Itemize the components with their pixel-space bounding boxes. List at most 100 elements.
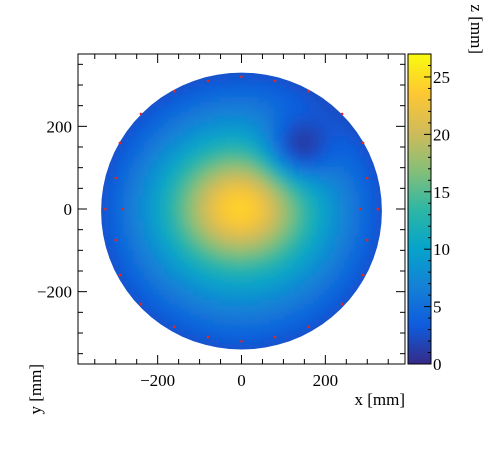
measurement-point [361,273,365,277]
heatmap-cell [244,106,250,112]
heatmap-cell [329,299,336,306]
heatmap-cell [354,165,361,172]
heatmap-cell [269,111,275,117]
heatmap-cell [123,145,129,152]
heatmap-cell [314,284,321,291]
heatmap-cell [203,195,210,201]
heatmap-cell [133,294,139,301]
heatmap-cell [359,205,366,211]
heatmap-cell [314,309,321,315]
heatmap-cell [158,254,165,261]
heatmap-cell [223,284,230,291]
heatmap-cell [299,155,305,162]
heatmap-cell [354,200,361,206]
heatmap-cell [198,91,205,97]
heatmap-cell [193,254,200,261]
heatmap-cell [163,170,170,177]
heatmap-cell [254,244,260,251]
heatmap-cell [324,190,331,196]
heatmap-cell [289,175,295,182]
heatmap-cell [153,190,160,196]
heatmap-cell [133,244,139,251]
heatmap-cell [324,289,331,296]
heatmap-cell [299,175,305,182]
heatmap-cell [319,254,326,261]
heatmap-cell [218,225,225,231]
heatmap-cell [233,130,240,137]
heatmap-cell [198,334,205,340]
heatmap-cell [264,106,270,112]
heatmap-cell [188,289,195,296]
heatmap-cell [238,120,245,127]
heatmap-cell [198,254,205,261]
heatmap-cell [254,140,260,147]
heatmap-cell [334,289,341,296]
heatmap-cell [354,230,361,236]
heatmap-cell [359,215,366,221]
heatmap-cell [254,160,260,167]
heatmap-cell [133,299,139,306]
measurement-point [376,207,380,211]
heatmap-cell [319,116,326,122]
heatmap-cell [143,235,150,241]
heatmap-cell [228,200,235,206]
heatmap-cell [113,249,119,256]
heatmap-cell [314,274,321,281]
y-tick-label: 0 [64,200,73,219]
heatmap-cell [158,279,165,286]
heatmap-cell [339,150,346,157]
heatmap-cell [203,299,210,306]
heatmap-cell [153,140,160,147]
heatmap-cell [314,294,321,301]
heatmap-cell [269,324,275,330]
heatmap-cell [364,210,371,216]
heatmap-cell [359,235,366,241]
heatmap-cell [369,235,376,241]
heatmap-cell [304,279,311,286]
heatmap-cell [344,254,351,261]
heatmap-cell [304,304,311,311]
heatmap-cell [349,240,356,246]
heatmap-cell [249,210,255,216]
heatmap-cell [198,111,205,117]
heatmap-cell [228,294,235,301]
heatmap-cell [228,86,235,92]
heatmap-cell [284,274,290,281]
heatmap-cell [198,264,205,271]
heatmap-cell [299,304,305,311]
heatmap-cell [163,130,170,137]
heatmap-cell [244,220,250,226]
heatmap-cell [324,195,331,201]
heatmap-cell [254,299,260,306]
heatmap-cell [264,180,270,187]
heatmap-cell [354,135,361,142]
heatmap-cell [123,215,129,221]
heatmap-cell [274,215,280,221]
heatmap-cell [143,210,150,216]
heatmap-cell [138,140,144,147]
heatmap-cell [314,225,321,231]
heatmap-cell [163,210,170,216]
heatmap-cell [244,210,250,216]
heatmap-cell [344,220,351,226]
heatmap-cell [101,220,104,226]
heatmap-cell [269,264,275,271]
heatmap-cell [213,86,220,92]
heatmap-cell [218,190,225,196]
heatmap-cell [143,259,150,266]
heatmap-cell [259,299,265,306]
heatmap-cell [133,155,139,162]
heatmap-cell [223,180,230,187]
heatmap-cell [344,210,351,216]
heatmap-cell [133,130,139,137]
heatmap-cell [279,195,285,201]
heatmap-cell [168,220,175,226]
heatmap-cell [259,106,265,112]
heatmap-cell [359,240,366,246]
heatmap-cell [233,235,240,241]
heatmap-cell [148,259,155,266]
heatmap-cell [279,279,285,286]
heatmap-cell [314,230,321,236]
heatmap-cell [279,76,285,82]
heatmap-cell [203,220,210,226]
